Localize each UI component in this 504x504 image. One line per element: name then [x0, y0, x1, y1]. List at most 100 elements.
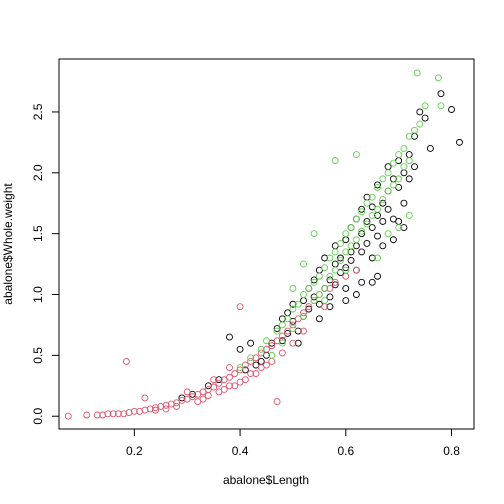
data-point	[284, 309, 292, 317]
data-point	[305, 284, 313, 292]
data-point	[326, 293, 334, 301]
data-point	[395, 151, 403, 158]
y-tick-label: 0.5	[31, 347, 45, 364]
data-point	[384, 163, 392, 171]
data-point	[215, 379, 223, 387]
data-point	[395, 218, 403, 225]
data-point	[300, 309, 307, 317]
data-point	[352, 266, 360, 274]
data-point	[226, 382, 233, 390]
data-point	[358, 205, 366, 213]
data-point	[416, 108, 424, 116]
data-point	[104, 410, 112, 418]
data-point	[326, 272, 334, 280]
data-point	[434, 74, 442, 82]
data-point	[294, 339, 302, 347]
data-point	[300, 312, 307, 320]
data-point	[146, 405, 154, 413]
data-point	[178, 394, 186, 402]
data-point	[405, 175, 413, 183]
data-point	[252, 354, 260, 362]
data-point	[374, 183, 381, 191]
data-point	[162, 401, 170, 409]
data-point	[374, 181, 381, 189]
data-point	[263, 361, 270, 369]
data-point	[289, 339, 297, 347]
data-point	[331, 157, 339, 165]
data-point	[141, 406, 149, 414]
data-point	[337, 239, 344, 247]
data-point	[321, 297, 329, 305]
data-point	[347, 242, 355, 250]
data-point	[231, 370, 239, 378]
data-point	[120, 410, 128, 418]
data-point	[384, 169, 392, 177]
data-point	[368, 254, 376, 262]
data-point	[247, 358, 255, 365]
data-point	[215, 388, 223, 396]
data-point	[236, 345, 244, 353]
data-point	[278, 339, 286, 347]
data-point	[109, 410, 117, 418]
data-point	[130, 407, 138, 415]
y-tick-label: 1.5	[31, 225, 45, 242]
data-point	[405, 132, 413, 140]
data-point	[226, 333, 233, 341]
data-point	[263, 345, 270, 353]
data-point	[379, 175, 387, 183]
data-point	[83, 411, 91, 419]
data-point	[368, 211, 376, 219]
x-tick-label: 0.6	[337, 444, 354, 458]
data-point	[247, 339, 255, 347]
data-point	[389, 159, 397, 167]
data-point	[294, 300, 302, 308]
data-point	[289, 284, 297, 292]
data-point	[194, 398, 202, 406]
data-point	[310, 278, 318, 286]
data-point	[437, 90, 445, 98]
data-point	[125, 409, 133, 417]
data-point	[347, 256, 355, 264]
data-point	[268, 342, 276, 350]
data-point	[310, 276, 318, 284]
data-point	[342, 248, 350, 256]
data-point	[210, 383, 218, 391]
data-point	[263, 337, 270, 345]
data-point	[210, 376, 218, 384]
data-point	[389, 236, 397, 244]
data-point	[374, 254, 381, 262]
data-point	[384, 187, 392, 195]
data-point	[400, 224, 408, 232]
data-point	[395, 175, 403, 183]
x-axis: 0.2 0.4 0.6 0.8	[126, 428, 460, 458]
data-point	[389, 181, 397, 189]
data-point	[363, 239, 371, 247]
data-point	[374, 205, 381, 213]
data-point	[257, 358, 265, 365]
data-point	[231, 382, 239, 390]
data-point	[236, 303, 244, 311]
data-point	[315, 291, 323, 298]
data-point	[400, 145, 408, 152]
data-point	[204, 382, 212, 390]
data-point	[379, 199, 387, 207]
data-point	[411, 163, 418, 171]
plot-frame	[58, 58, 475, 430]
data-point	[257, 349, 265, 357]
data-point	[405, 211, 413, 219]
data-point	[247, 354, 255, 362]
data-point	[273, 398, 281, 406]
data-point	[136, 407, 144, 415]
data-point	[384, 230, 392, 238]
data-point	[374, 272, 381, 280]
data-point	[268, 358, 276, 365]
data-point	[289, 305, 297, 313]
data-point	[342, 284, 350, 292]
data-point	[363, 218, 371, 225]
data-point	[337, 254, 344, 262]
data-point	[405, 157, 413, 165]
data-point	[321, 264, 329, 272]
data-point	[400, 199, 408, 207]
data-point	[352, 151, 360, 158]
data-point	[421, 114, 429, 122]
